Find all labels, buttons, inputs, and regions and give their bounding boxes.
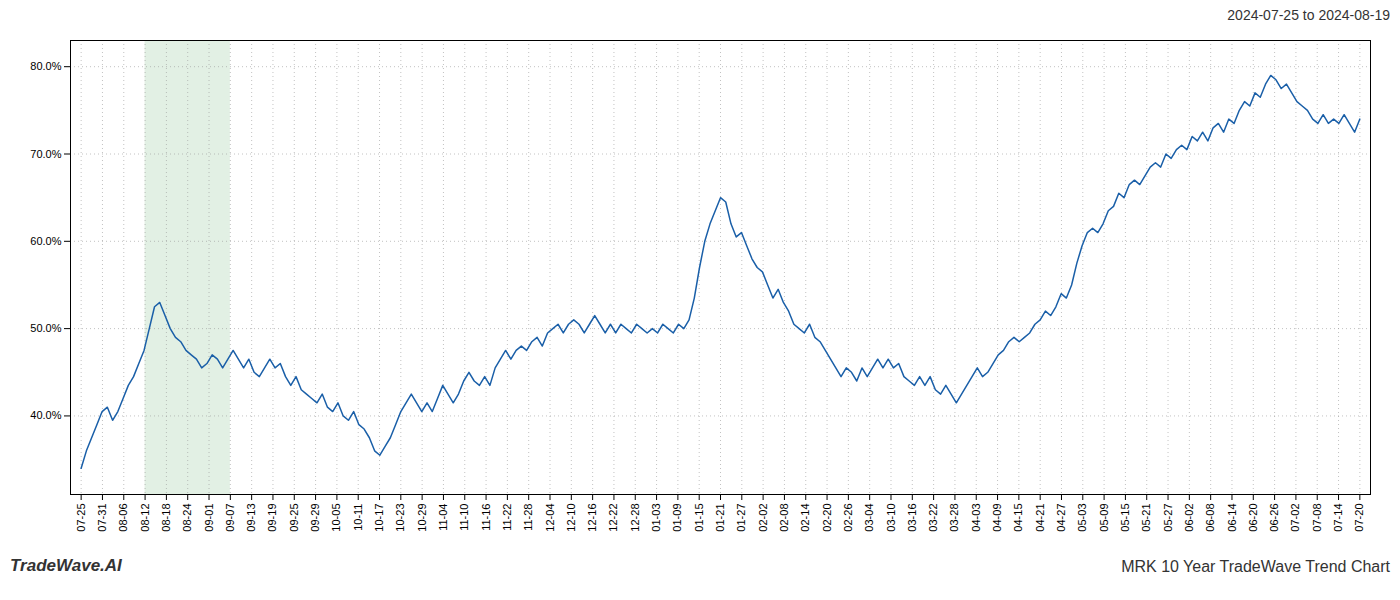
svg-text:05-15: 05-15 — [1119, 504, 1131, 532]
svg-text:04-09: 04-09 — [991, 504, 1003, 532]
svg-text:09-13: 09-13 — [245, 504, 257, 532]
html-text:TradeWave.AI: TradeWave.AI — [10, 556, 122, 575]
svg-text:11-16: 11-16 — [480, 504, 492, 531]
svg-text:05-03: 05-03 — [1076, 504, 1088, 532]
svg-text:01-21: 01-21 — [714, 504, 726, 532]
svg-text:10-11: 10-11 — [352, 504, 364, 531]
svg-text:10-17: 10-17 — [373, 504, 385, 532]
svg-text:01-09: 01-09 — [671, 504, 683, 532]
svg-text:08-18: 08-18 — [160, 504, 172, 532]
svg-text:12-16: 12-16 — [586, 504, 598, 532]
svg-text:11-04: 11-04 — [437, 504, 449, 531]
svg-text:09-07: 09-07 — [224, 504, 236, 532]
svg-text:06-20: 06-20 — [1247, 504, 1259, 532]
svg-text:03-22: 03-22 — [927, 504, 939, 532]
html-text:2024-07-25 to 2024-08-19: 2024-07-25 to 2024-08-19 — [1227, 7, 1390, 23]
svg-text:60.0%: 60.0% — [30, 235, 61, 247]
svg-text:70.0%: 70.0% — [30, 148, 61, 160]
svg-text:09-25: 09-25 — [288, 504, 300, 532]
svg-text:04-15: 04-15 — [1012, 504, 1024, 532]
svg-text:12-04: 12-04 — [544, 504, 556, 532]
svg-text:07-02: 07-02 — [1289, 504, 1301, 532]
svg-text:02-26: 02-26 — [842, 504, 854, 532]
svg-text:06-14: 06-14 — [1225, 504, 1237, 532]
svg-text:07-14: 07-14 — [1332, 504, 1344, 532]
svg-text:02-14: 02-14 — [799, 504, 811, 532]
svg-text:04-21: 04-21 — [1034, 504, 1046, 532]
svg-text:12-22: 12-22 — [607, 504, 619, 532]
svg-text:01-03: 01-03 — [650, 504, 662, 532]
svg-text:05-09: 05-09 — [1098, 504, 1110, 532]
svg-text:10-29: 10-29 — [416, 504, 428, 532]
svg-text:08-06: 08-06 — [117, 504, 129, 532]
html-text:MRK 10 Year TradeWave Trend Ch: MRK 10 Year TradeWave Trend Chart — [1121, 558, 1390, 575]
svg-text:04-27: 04-27 — [1055, 504, 1067, 532]
svg-text:80.0%: 80.0% — [30, 60, 61, 72]
svg-text:50.0%: 50.0% — [30, 322, 61, 334]
svg-text:03-16: 03-16 — [906, 504, 918, 532]
svg-text:08-24: 08-24 — [181, 504, 193, 532]
svg-text:06-08: 06-08 — [1204, 504, 1216, 532]
svg-text:03-28: 03-28 — [948, 504, 960, 532]
svg-text:05-27: 05-27 — [1162, 504, 1174, 532]
svg-text:10-23: 10-23 — [394, 504, 406, 532]
svg-text:06-26: 06-26 — [1268, 504, 1280, 532]
svg-text:11-10: 11-10 — [458, 504, 470, 531]
svg-text:06-02: 06-02 — [1183, 504, 1195, 532]
svg-text:12-28: 12-28 — [629, 504, 641, 532]
svg-text:09-01: 09-01 — [203, 504, 215, 532]
svg-text:12-10: 12-10 — [565, 504, 577, 532]
svg-text:07-25: 07-25 — [75, 504, 87, 532]
svg-text:11-22: 11-22 — [501, 504, 513, 531]
svg-text:09-29: 09-29 — [309, 504, 321, 532]
svg-text:07-31: 07-31 — [96, 504, 108, 532]
svg-text:02-02: 02-02 — [757, 504, 769, 532]
svg-text:07-20: 07-20 — [1353, 504, 1365, 532]
svg-text:11-28: 11-28 — [522, 504, 534, 531]
svg-text:10-05: 10-05 — [330, 504, 342, 532]
svg-text:05-21: 05-21 — [1140, 504, 1152, 532]
svg-text:01-27: 01-27 — [735, 504, 747, 532]
svg-text:02-20: 02-20 — [821, 504, 833, 532]
svg-text:02-08: 02-08 — [778, 504, 790, 532]
svg-text:09-19: 09-19 — [266, 504, 278, 532]
svg-text:08-12: 08-12 — [139, 504, 151, 532]
svg-text:04-03: 04-03 — [970, 504, 982, 532]
svg-text:01-15: 01-15 — [693, 504, 705, 532]
svg-text:03-04: 03-04 — [863, 504, 875, 532]
svg-text:07-08: 07-08 — [1311, 504, 1323, 532]
svg-text:40.0%: 40.0% — [30, 409, 61, 421]
svg-text:03-10: 03-10 — [885, 504, 897, 532]
